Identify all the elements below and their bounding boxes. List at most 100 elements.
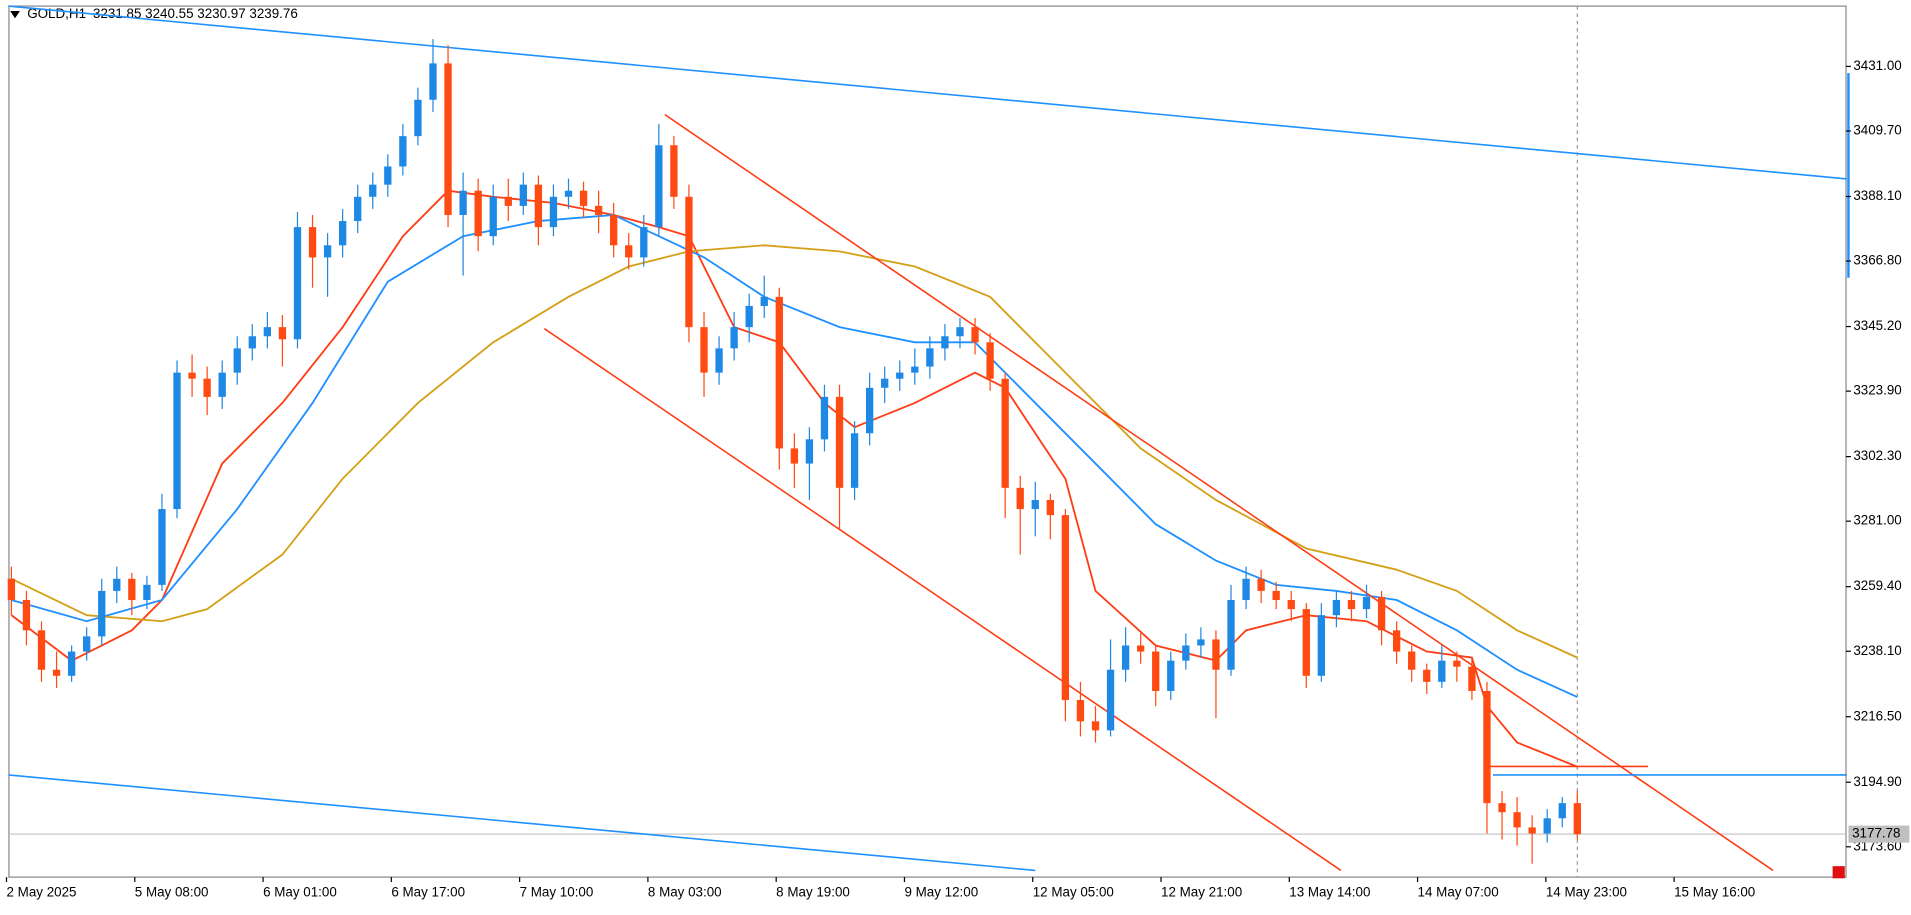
candle-body [173, 372, 181, 510]
candle-body [1061, 515, 1070, 701]
candle-body [564, 190, 573, 197]
candle-body [233, 348, 241, 373]
candle-body [850, 433, 859, 488]
y-tick-label: 3194.90 [1853, 774, 1901, 789]
x-tick-label: 9 May 12:00 [904, 884, 978, 899]
candle-body [1528, 827, 1536, 834]
candle-body [248, 336, 256, 349]
candle-body [685, 196, 693, 328]
y-tick-label: 3259.40 [1853, 578, 1901, 593]
candle-body [519, 184, 527, 206]
candle-body [1091, 721, 1100, 731]
candle-body [293, 227, 302, 340]
x-tick-label: 12 May 05:00 [1033, 884, 1114, 899]
candle-body [489, 196, 497, 237]
candle-body [143, 584, 151, 601]
candle-body [263, 327, 272, 337]
candle-body [1257, 578, 1265, 591]
candle-body [730, 327, 738, 349]
candle-body [278, 327, 287, 340]
candle-body [429, 63, 437, 100]
candle-body [1272, 590, 1280, 601]
menu-arrow[interactable] [10, 10, 20, 19]
candle-body [1031, 499, 1039, 510]
x-tick-label: 15 May 16:00 [1674, 884, 1755, 899]
candle-body [1468, 666, 1476, 691]
y-tick-label: 3281.00 [1853, 513, 1901, 528]
candle-body [323, 245, 332, 258]
candle-body [1167, 660, 1175, 691]
candle-body [1287, 600, 1295, 610]
candle-body [1302, 609, 1310, 676]
candle-body [1392, 630, 1401, 652]
candle-body [1121, 645, 1130, 670]
x-tick-label: 2 May 2025 [7, 884, 77, 899]
candle-body [369, 184, 377, 197]
candle-body [218, 372, 226, 397]
y-tick-label: 3302.30 [1853, 448, 1901, 463]
candle-body [625, 245, 633, 258]
candle-body [881, 378, 889, 388]
candle-body [308, 227, 317, 258]
candle-body [1513, 812, 1521, 828]
candle-body [820, 396, 829, 440]
candle-body [775, 296, 783, 449]
candle-body [1573, 803, 1581, 835]
candle-body [911, 366, 919, 373]
candle-body [1106, 669, 1115, 731]
candle-body [745, 305, 753, 328]
candle-body [113, 578, 121, 591]
candle-body [1543, 818, 1551, 834]
candle-body [760, 296, 768, 306]
candle-body [896, 372, 904, 379]
candle-body [1076, 700, 1085, 722]
candle-body [655, 145, 663, 228]
candle-body [971, 327, 979, 343]
ohlc: 3231.85 3240.55 3230.97 3239.76 [93, 6, 298, 21]
y-tick-label: 3216.50 [1853, 708, 1901, 723]
candle-body [1558, 803, 1566, 819]
candle-body [384, 166, 392, 185]
candle-body [1423, 669, 1431, 682]
candle-body [399, 136, 407, 167]
trend-line [8, 774, 1036, 872]
candle-body [865, 387, 874, 434]
x-tick-label: 8 May 03:00 [648, 884, 722, 899]
trend-line [664, 113, 1774, 872]
volume-indicator [1847, 73, 1850, 278]
candle-body [444, 63, 452, 215]
trend-line [543, 328, 1342, 872]
y-tick-label: 3409.70 [1853, 123, 1901, 138]
close-button[interactable] [1832, 866, 1845, 879]
trend-line [8, 5, 1847, 180]
candle-body [1438, 660, 1446, 682]
candle-body [1001, 378, 1009, 488]
candle-body [414, 99, 422, 137]
candle-body [640, 227, 648, 258]
candle-body [941, 336, 949, 349]
x-tick-label: 12 May 21:00 [1161, 884, 1242, 899]
candle-body [790, 448, 799, 464]
candle-body [1347, 600, 1356, 610]
x-tick-label: 8 May 19:00 [776, 884, 850, 899]
candle-body [549, 196, 558, 228]
candle-body [1227, 600, 1235, 670]
x-tick-label: 6 May 01:00 [263, 884, 337, 899]
candle-body [188, 372, 196, 379]
x-tick-label: 7 May 10:00 [520, 884, 594, 899]
candle-body [338, 221, 347, 246]
candle-body [1453, 660, 1461, 667]
candle-body [128, 578, 136, 601]
x-tick-label: 14 May 23:00 [1546, 884, 1627, 899]
candle-body [1483, 690, 1491, 804]
y-tick-label: 3323.90 [1853, 383, 1901, 398]
candle-body [715, 348, 723, 373]
candle-body [1137, 645, 1145, 652]
x-tick-label: 5 May 08:00 [135, 884, 209, 899]
candle-body [1408, 651, 1416, 670]
candle-body [610, 214, 618, 246]
candle-body [986, 342, 994, 379]
